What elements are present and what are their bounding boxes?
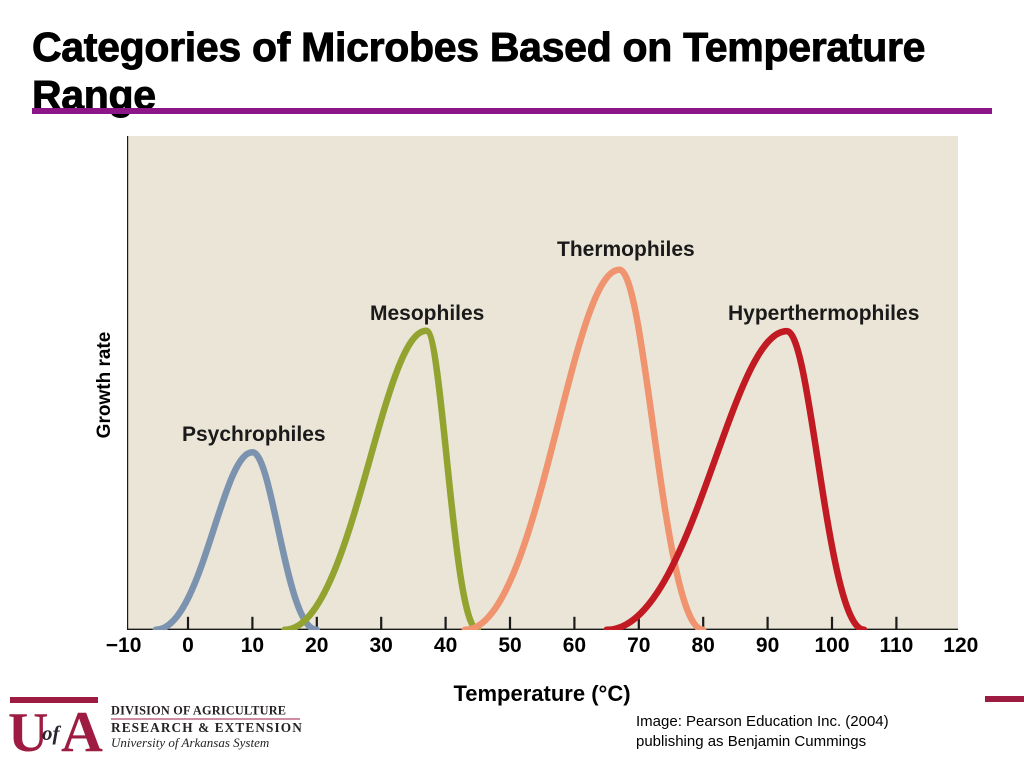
svg-text:RESEARCH & EXTENSION: RESEARCH & EXTENSION	[111, 720, 303, 735]
svg-text:DIVISION OF AGRICULTURE: DIVISION OF AGRICULTURE	[111, 704, 286, 718]
svg-text:A: A	[61, 699, 103, 757]
svg-text:of: of	[42, 721, 62, 745]
svg-text:University of Arkansas System: University of Arkansas System	[111, 735, 269, 750]
